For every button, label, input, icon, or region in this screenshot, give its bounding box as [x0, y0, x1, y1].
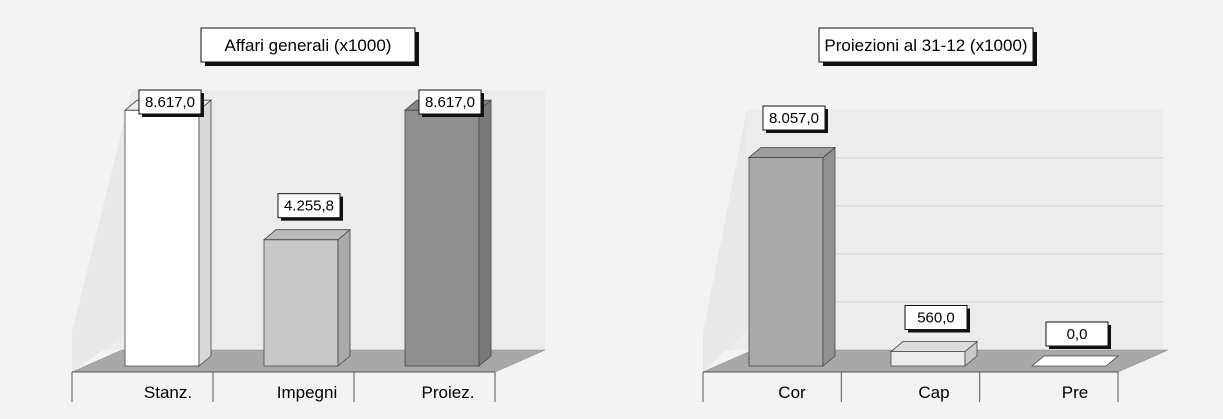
- bar-side: [478, 99, 492, 367]
- chart-title: Affari generali (x1000): [225, 36, 392, 55]
- bar-Pre: [1030, 355, 1120, 367]
- bar-side: [337, 228, 351, 367]
- title-box: [818, 27, 1034, 63]
- bar-Impegni: [262, 228, 352, 367]
- category-label: Pre: [1062, 383, 1088, 402]
- category-label: Cap: [918, 383, 949, 402]
- bar-front: [124, 109, 200, 367]
- value-label: 8.617,0: [425, 94, 475, 111]
- value-label-box: [138, 89, 202, 115]
- bar-flat: [1030, 355, 1120, 367]
- chart-affari-generali: 8.617,0 Stanz. 4.255,8 Impegni 8.617,0 Proiez…: [71, 27, 546, 402]
- bar-Proiez.: [403, 99, 493, 367]
- category-label: Cor: [778, 383, 806, 402]
- bar-front: [404, 109, 480, 367]
- chart-proiezioni: 8.057,0 Cor 560,0 Cap 0,0 Pre Proiezioni al 31…: [702, 27, 1169, 402]
- value-label-box: [1045, 321, 1109, 347]
- side-wall: [703, 110, 747, 372]
- chart-title: Proiezioni al 31-12 (x1000): [824, 36, 1027, 55]
- value-label-box: [904, 305, 968, 331]
- category-label: Impegni: [277, 383, 337, 402]
- value-label-box: [277, 193, 341, 219]
- bar-Stanz.: [123, 99, 213, 367]
- category-label: Stanz.: [144, 383, 192, 402]
- title-box: [200, 27, 416, 63]
- bar-Cor: [747, 146, 837, 367]
- bar-side: [822, 146, 836, 367]
- category-label: Proiez.: [422, 383, 475, 402]
- bar-front: [890, 351, 966, 367]
- side-wall: [72, 90, 132, 372]
- bar-top: [889, 341, 979, 352]
- value-label: 8.057,0: [769, 110, 819, 127]
- bar-top: [262, 229, 352, 241]
- bar-side: [198, 99, 212, 367]
- value-label-box: [418, 89, 482, 115]
- value-label-box: [762, 105, 826, 131]
- bar-top: [747, 147, 837, 158]
- bar-Cap: [889, 340, 979, 367]
- bar-front: [263, 239, 339, 367]
- value-label: 0,0: [1067, 326, 1088, 343]
- value-label: 560,0: [917, 310, 955, 327]
- value-label: 8.617,0: [145, 94, 195, 111]
- bar-front: [748, 157, 824, 367]
- value-label: 4.255,8: [284, 198, 334, 215]
